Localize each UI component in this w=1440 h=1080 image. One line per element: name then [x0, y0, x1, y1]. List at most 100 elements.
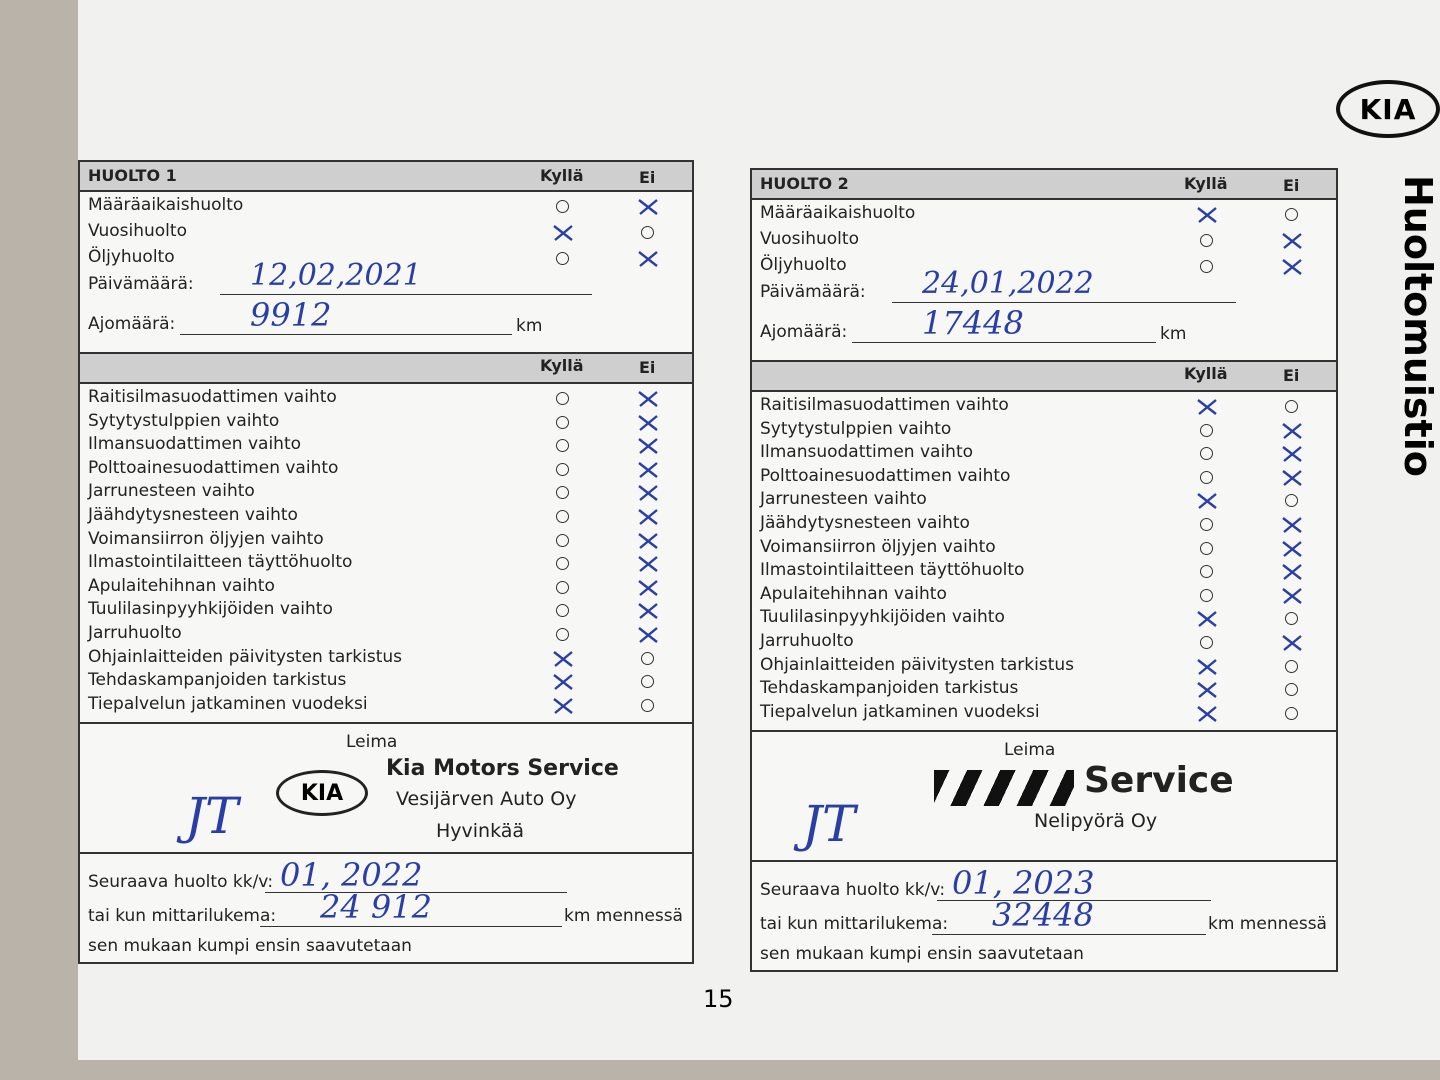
- next-km-line: [932, 934, 1206, 935]
- service-item: Jäähdytysnesteen vaihto: [760, 513, 970, 533]
- check-mark: [1196, 492, 1218, 510]
- checkbox: [556, 462, 569, 476]
- check-mark: [552, 697, 574, 715]
- service-item: Ohjainlaitteiden päivitysten tarkistus: [88, 646, 402, 667]
- check-mark: [1196, 206, 1218, 224]
- check-mark-icon: [553, 674, 573, 691]
- check-mark-icon: [1282, 446, 1302, 463]
- checkbox: [556, 439, 569, 453]
- service-item: Polttoainesuodattimen vaihto: [760, 465, 1011, 486]
- check-mark: [637, 532, 659, 550]
- checkbox: [641, 698, 654, 712]
- checkbox: [1285, 659, 1298, 673]
- form-header: HUOLTO 2: [752, 170, 1336, 200]
- check-mark-icon: [1197, 611, 1217, 628]
- kia-wordmark: [934, 770, 1074, 806]
- check-mark-icon: [1282, 540, 1302, 557]
- service-item: Tuulilasinpyyhkijöiden vaihto: [760, 607, 1005, 628]
- service-item: Voimansiirron öljyjen vaihto: [88, 528, 324, 549]
- check-mark-icon: [638, 461, 658, 478]
- check-mark-icon: [1282, 233, 1302, 249]
- next-section: [752, 860, 1336, 862]
- next-km: 32448: [992, 896, 1094, 934]
- service-form: HUOLTO 2 Kyllä Ei Määräaikaishuolto Vuosihuo…: [750, 168, 1338, 972]
- check-mark: [552, 224, 574, 242]
- mileage-line: [180, 334, 512, 335]
- service-item: Ilmansuodattimen vaihto: [88, 434, 302, 455]
- page-number: 15: [703, 985, 734, 1013]
- service-item: Voimansiirron öljyjen vaihto: [760, 536, 996, 557]
- next-date: 01, 2022: [280, 856, 423, 894]
- check-mark-icon: [1282, 422, 1302, 439]
- check-mark: [637, 579, 659, 597]
- side-title: Huoltomuistio: [1396, 175, 1440, 477]
- service-item: Tehdaskampanjoiden tarkistus: [88, 670, 347, 691]
- checkbox: [556, 580, 569, 594]
- date-line: [220, 294, 592, 295]
- checkbox: [1285, 400, 1298, 413]
- check-mark-icon: [1282, 587, 1302, 604]
- note: sen mukaan kumpi ensin saavutetaan: [88, 936, 412, 956]
- check-mark-icon: [1197, 493, 1217, 510]
- service-type: Määräaikaishuolto: [88, 195, 244, 215]
- checkbox: [1200, 260, 1213, 273]
- check-mark-icon: [638, 199, 658, 215]
- next-label: Seuraava huolto kk/v:: [88, 872, 274, 892]
- check-mark: [1281, 516, 1303, 534]
- check-mark: [1281, 232, 1303, 250]
- checkbox: [556, 557, 569, 571]
- service-item: Polttoainesuodattimen vaihto: [88, 457, 339, 478]
- check-mark-icon: [638, 556, 658, 573]
- check-mark-icon: [1282, 564, 1302, 581]
- check-mark: [1281, 445, 1303, 463]
- service-type: Vuosihuolto: [760, 229, 859, 249]
- service-item: Jarruhuolto: [88, 623, 182, 643]
- check-mark-icon: [1282, 635, 1302, 651]
- km-label: tai kun mittarilukema:: [760, 914, 949, 934]
- checkbox: [556, 200, 569, 213]
- checkbox: [556, 510, 569, 523]
- date-label: Päivämäärä:: [88, 274, 194, 294]
- date-line: [892, 302, 1236, 303]
- checkbox: [556, 252, 569, 265]
- service-item: Jäähdytysnesteen vaihto: [88, 505, 298, 525]
- check-mark-icon: [553, 697, 573, 714]
- checkbox: [1200, 470, 1213, 484]
- mileage-unit: km: [1160, 324, 1187, 344]
- mileage-value: 17448: [922, 304, 1024, 342]
- check-mark: [1281, 634, 1303, 652]
- check-mark: [552, 650, 574, 668]
- stamp-label: Leima: [1004, 740, 1056, 760]
- next-km: 24 912: [320, 888, 432, 926]
- check-mark-icon: [1197, 705, 1217, 722]
- signature: JT: [185, 787, 239, 845]
- service-type: Vuosihuolto: [88, 221, 187, 241]
- checkbox: [1200, 636, 1213, 649]
- check-mark-icon: [638, 627, 658, 643]
- service-item: Ohjainlaitteiden päivitysten tarkistus: [760, 654, 1074, 675]
- check-mark: [552, 673, 574, 691]
- note: sen mukaan kumpi ensin saavutetaan: [760, 944, 1084, 964]
- stamp-text: Vesijärven Auto Oy: [396, 788, 577, 810]
- check-mark: [1281, 540, 1303, 558]
- check-mark-icon: [1197, 399, 1217, 415]
- check-mark-icon: [1197, 682, 1217, 699]
- check-mark-icon: [638, 603, 658, 620]
- check-mark: [1281, 587, 1303, 605]
- mileage-label: Ajomäärä:: [88, 314, 176, 334]
- check-mark-icon: [638, 485, 658, 502]
- service-item: Jarrunesteen vaihto: [760, 489, 927, 510]
- checkbox: [556, 628, 569, 641]
- form-title: HUOLTO 2: [760, 174, 849, 193]
- checkbox: [1285, 208, 1298, 221]
- check-mark-icon: [1282, 469, 1302, 486]
- kia-logo: KIA: [1336, 80, 1440, 138]
- km-suffix: km mennessä: [1208, 914, 1327, 934]
- form-header: HUOLTO 1: [80, 162, 692, 192]
- check-mark-icon: [638, 438, 658, 455]
- check-mark: [637, 414, 659, 432]
- check-mark: [637, 484, 659, 502]
- check-mark: [1196, 610, 1218, 628]
- booklet-page: KIA Huoltomuistio 15 HUOLTO 1 Kyllä Ei Määr…: [78, 0, 1440, 1060]
